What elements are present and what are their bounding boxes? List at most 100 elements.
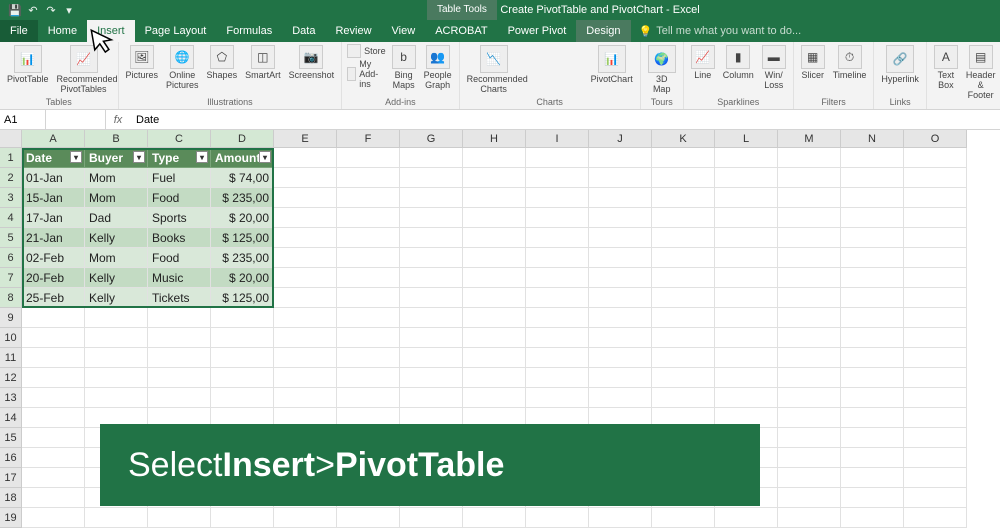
cell[interactable]: Food	[148, 188, 211, 208]
cell[interactable]: 25-Feb	[22, 288, 85, 308]
cell[interactable]	[463, 188, 526, 208]
cell[interactable]	[904, 328, 967, 348]
cell[interactable]	[211, 508, 274, 528]
cell[interactable]	[904, 488, 967, 508]
cell[interactable]	[400, 368, 463, 388]
cell[interactable]	[22, 468, 85, 488]
cell[interactable]	[841, 268, 904, 288]
row-header[interactable]: 5	[0, 228, 22, 248]
column-header[interactable]: I	[526, 130, 589, 148]
cell[interactable]	[337, 328, 400, 348]
cell[interactable]	[652, 228, 715, 248]
cell[interactable]	[22, 348, 85, 368]
cell[interactable]: Books	[148, 228, 211, 248]
cell[interactable]	[589, 168, 652, 188]
tab-acrobat[interactable]: ACROBAT	[425, 20, 497, 42]
sparkline-winloss-button[interactable]: ▬Win/ Loss	[760, 44, 788, 91]
cell[interactable]	[526, 188, 589, 208]
cell[interactable]	[400, 268, 463, 288]
cell[interactable]	[337, 148, 400, 168]
cell[interactable]	[904, 408, 967, 428]
cell[interactable]	[904, 428, 967, 448]
cell[interactable]	[463, 248, 526, 268]
cell[interactable]	[526, 228, 589, 248]
cell[interactable]	[148, 368, 211, 388]
cell[interactable]	[22, 428, 85, 448]
cell[interactable]	[841, 408, 904, 428]
cell[interactable]	[526, 368, 589, 388]
cell[interactable]	[22, 488, 85, 508]
cell[interactable]	[715, 188, 778, 208]
pivottable-button[interactable]: 📊PivotTable	[5, 44, 51, 85]
cell[interactable]	[904, 168, 967, 188]
cell[interactable]	[715, 248, 778, 268]
cell[interactable]	[778, 148, 841, 168]
cell[interactable]: Kelly	[85, 228, 148, 248]
row-header[interactable]: 13	[0, 388, 22, 408]
cell[interactable]	[400, 328, 463, 348]
column-header[interactable]: H	[463, 130, 526, 148]
cell[interactable]	[715, 228, 778, 248]
cell[interactable]	[778, 228, 841, 248]
cell[interactable]	[85, 508, 148, 528]
cell[interactable]: Food	[148, 248, 211, 268]
pictures-button[interactable]: 🖼Pictures	[124, 44, 161, 81]
cell[interactable]	[337, 388, 400, 408]
cell[interactable]	[778, 208, 841, 228]
cell[interactable]	[652, 328, 715, 348]
redo-icon[interactable]: ↷	[44, 3, 58, 17]
undo-icon[interactable]: ↶	[26, 3, 40, 17]
cell[interactable]	[85, 368, 148, 388]
cell[interactable]	[778, 188, 841, 208]
cell[interactable]	[526, 208, 589, 228]
cell[interactable]	[652, 288, 715, 308]
column-header[interactable]: O	[904, 130, 967, 148]
cell[interactable]	[904, 188, 967, 208]
cell[interactable]	[904, 208, 967, 228]
tab-power-pivot[interactable]: Power Pivot	[498, 20, 577, 42]
chart-type-icon[interactable]	[567, 44, 585, 62]
cell[interactable]	[85, 308, 148, 328]
filter-dropdown-icon[interactable]: ▾	[196, 151, 208, 163]
cell[interactable]	[841, 468, 904, 488]
cell[interactable]	[715, 348, 778, 368]
cell[interactable]	[274, 508, 337, 528]
cell[interactable]	[841, 148, 904, 168]
chart-type-icon[interactable]	[567, 64, 585, 82]
cell[interactable]	[715, 148, 778, 168]
screenshot-button[interactable]: 📷Screenshot	[287, 44, 337, 81]
cell[interactable]	[274, 288, 337, 308]
cell[interactable]	[652, 368, 715, 388]
cell[interactable]	[904, 348, 967, 368]
cell[interactable]	[715, 208, 778, 228]
cell[interactable]	[652, 508, 715, 528]
cell[interactable]	[211, 388, 274, 408]
tab-formulas[interactable]: Formulas	[216, 20, 282, 42]
cell[interactable]	[715, 508, 778, 528]
tab-review[interactable]: Review	[325, 20, 381, 42]
cell[interactable]	[85, 388, 148, 408]
column-header[interactable]: C	[148, 130, 211, 148]
tab-page-layout[interactable]: Page Layout	[135, 20, 217, 42]
cell[interactable]	[274, 148, 337, 168]
cell[interactable]	[589, 308, 652, 328]
cell[interactable]: $ 74,00	[211, 168, 274, 188]
row-header[interactable]: 6	[0, 248, 22, 268]
select-all-corner[interactable]	[0, 130, 22, 148]
store-button[interactable]: Store	[347, 44, 386, 58]
cell[interactable]	[463, 288, 526, 308]
tab-home[interactable]: Home	[38, 20, 87, 42]
tab-file[interactable]: File	[0, 20, 38, 42]
cell[interactable]	[778, 428, 841, 448]
cell[interactable]: $ 125,00	[211, 288, 274, 308]
cell[interactable]	[337, 288, 400, 308]
cell[interactable]	[778, 448, 841, 468]
cell[interactable]	[589, 248, 652, 268]
cell[interactable]	[85, 348, 148, 368]
cell[interactable]	[841, 228, 904, 248]
cell[interactable]: Mom	[85, 188, 148, 208]
cell[interactable]	[400, 168, 463, 188]
my-addins-button[interactable]: My Add-ins	[347, 59, 386, 89]
cell[interactable]	[337, 168, 400, 188]
cell[interactable]	[337, 308, 400, 328]
